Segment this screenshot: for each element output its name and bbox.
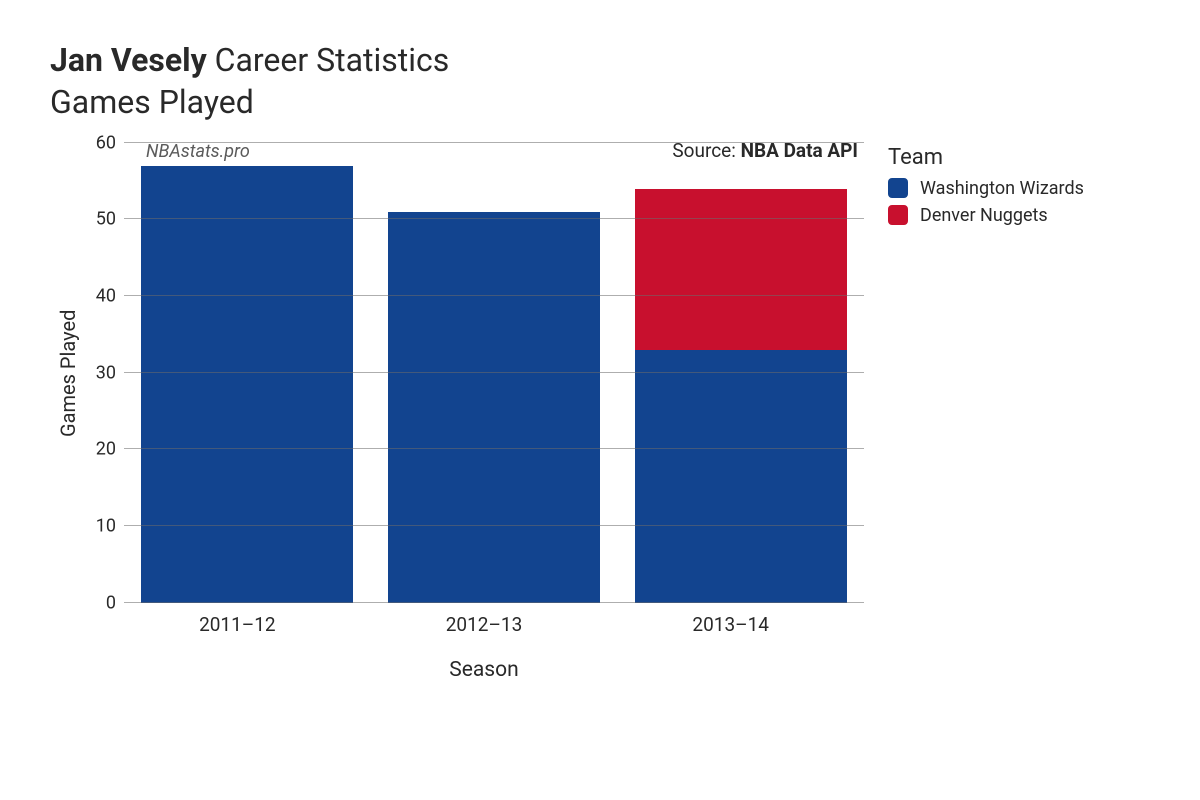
y-tick: 50 — [96, 209, 116, 230]
y-axis: 0102030405060 — [80, 143, 124, 603]
bar-segment — [635, 189, 847, 350]
legend: Team Washington Wizards Denver Nuggets — [888, 145, 1084, 232]
y-tick: 30 — [96, 362, 116, 383]
page: Jan Vesely Career Statistics Games Playe… — [0, 0, 1200, 800]
legend-swatch — [888, 178, 908, 198]
x-axis: 2011–122012–132013–14 — [114, 603, 854, 636]
grid-line — [124, 602, 864, 603]
legend-title: Team — [888, 145, 1084, 170]
grid-line — [124, 218, 864, 219]
x-axis-label: Season — [114, 658, 854, 682]
x-tick: 2012–13 — [361, 603, 608, 636]
y-tick: 60 — [96, 132, 116, 153]
grid-line — [124, 448, 864, 449]
grid-line — [124, 295, 864, 296]
y-tick: 0 — [106, 592, 116, 613]
y-tick: 40 — [96, 286, 116, 307]
y-tick: 10 — [96, 516, 116, 537]
legend-item: Washington Wizards — [888, 178, 1084, 199]
title-subtitle: Games Played — [50, 83, 1160, 121]
grid-line — [124, 525, 864, 526]
legend-item: Denver Nuggets — [888, 205, 1084, 226]
bar — [141, 166, 353, 603]
bar-segment — [141, 166, 353, 603]
legend-swatch — [888, 205, 908, 225]
bar-segment — [635, 350, 847, 603]
bar-slot — [617, 143, 864, 603]
title-line-1: Jan Vesely Career Statistics — [50, 42, 1160, 79]
chart-box: Games Played 0102030405060 NBAstats.pro … — [50, 143, 870, 682]
x-tick: 2011–12 — [114, 603, 361, 636]
legend-items: Washington Wizards Denver Nuggets — [888, 178, 1084, 226]
y-axis-label: Games Played — [50, 143, 80, 603]
plot-row: Games Played 0102030405060 NBAstats.pro … — [50, 143, 870, 603]
legend-label: Washington Wizards — [920, 178, 1084, 199]
grid-line — [124, 142, 864, 143]
grid-line — [124, 372, 864, 373]
bar — [635, 189, 847, 603]
chart-wrap: Games Played 0102030405060 NBAstats.pro … — [50, 143, 1160, 682]
x-tick: 2013–14 — [607, 603, 854, 636]
bar — [388, 212, 600, 603]
bar-segment — [388, 212, 600, 603]
bar-slot — [124, 143, 371, 603]
y-tick: 20 — [96, 439, 116, 460]
plot-area: NBAstats.pro Source: NBA Data API — [124, 143, 864, 603]
title-player: Jan Vesely — [50, 41, 207, 79]
bar-slot — [371, 143, 618, 603]
legend-label: Denver Nuggets — [920, 205, 1048, 226]
title-suffix: Career Statistics — [215, 41, 450, 79]
bars-container — [124, 143, 864, 603]
